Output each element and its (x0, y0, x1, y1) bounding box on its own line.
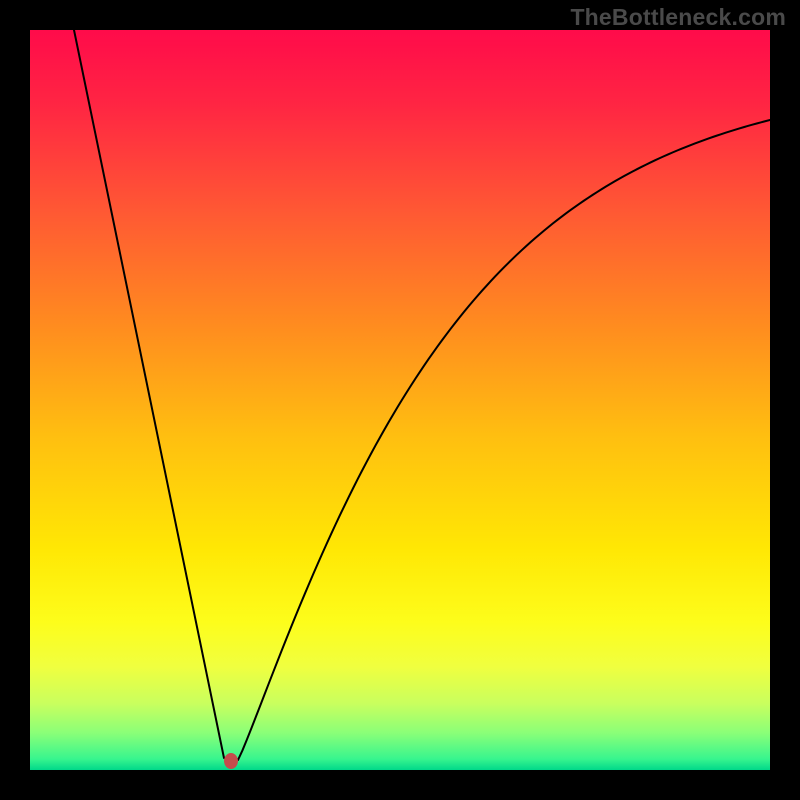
watermark-text: TheBottleneck.com (570, 4, 786, 31)
gradient-background (30, 30, 770, 770)
bottleneck-chart (30, 30, 770, 770)
minimum-marker (224, 753, 238, 769)
chart-frame: TheBottleneck.com (0, 0, 800, 800)
